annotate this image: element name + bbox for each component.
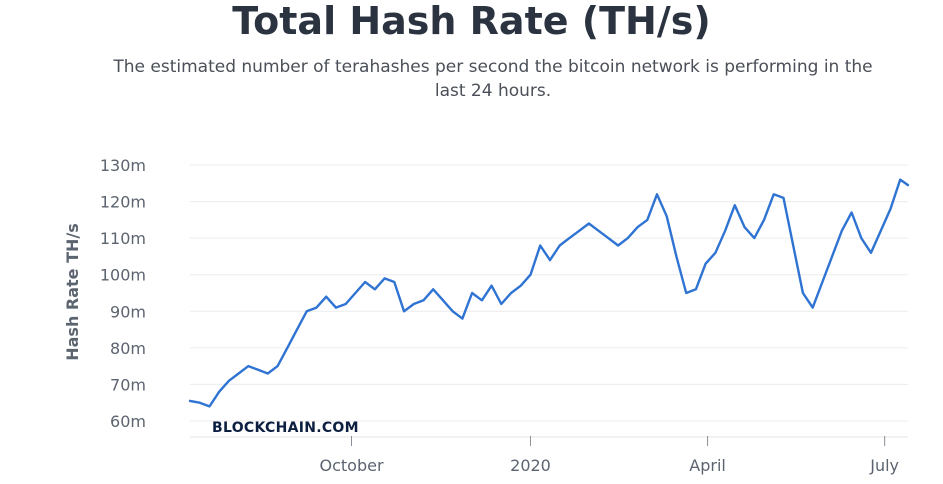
y-tick-label: 80m bbox=[110, 339, 146, 358]
gridlines bbox=[190, 164, 908, 438]
x-axis-ticks: October 2020 April July bbox=[319, 436, 899, 475]
y-axis-ticks: 60m 70m 80m 90m 100m 110m 120m 130m bbox=[100, 156, 146, 431]
x-tick-label: October bbox=[319, 456, 383, 475]
hash-rate-line bbox=[188, 178, 910, 408]
y-tick-label: 110m bbox=[100, 229, 146, 248]
y-axis-label: Hash Rate TH/s bbox=[63, 223, 82, 361]
chart-subtitle: The estimated number of terahashes per s… bbox=[113, 57, 873, 101]
series-layer bbox=[188, 178, 910, 408]
x-tick-label: 2020 bbox=[510, 456, 551, 475]
x-tick-label: April bbox=[689, 456, 726, 475]
y-tick-label: 70m bbox=[110, 375, 146, 394]
x-tick-label: July bbox=[869, 456, 899, 475]
y-tick-label: 130m bbox=[100, 156, 146, 175]
y-tick-label: 60m bbox=[110, 412, 146, 431]
chart-title: Total Hash Rate (TH/s) bbox=[232, 0, 711, 43]
y-tick-label: 90m bbox=[110, 302, 146, 321]
y-tick-label: 120m bbox=[100, 193, 146, 212]
blockchain-logo: BLOCKCHAIN.COM bbox=[212, 420, 359, 436]
y-tick-label: 100m bbox=[100, 266, 146, 285]
